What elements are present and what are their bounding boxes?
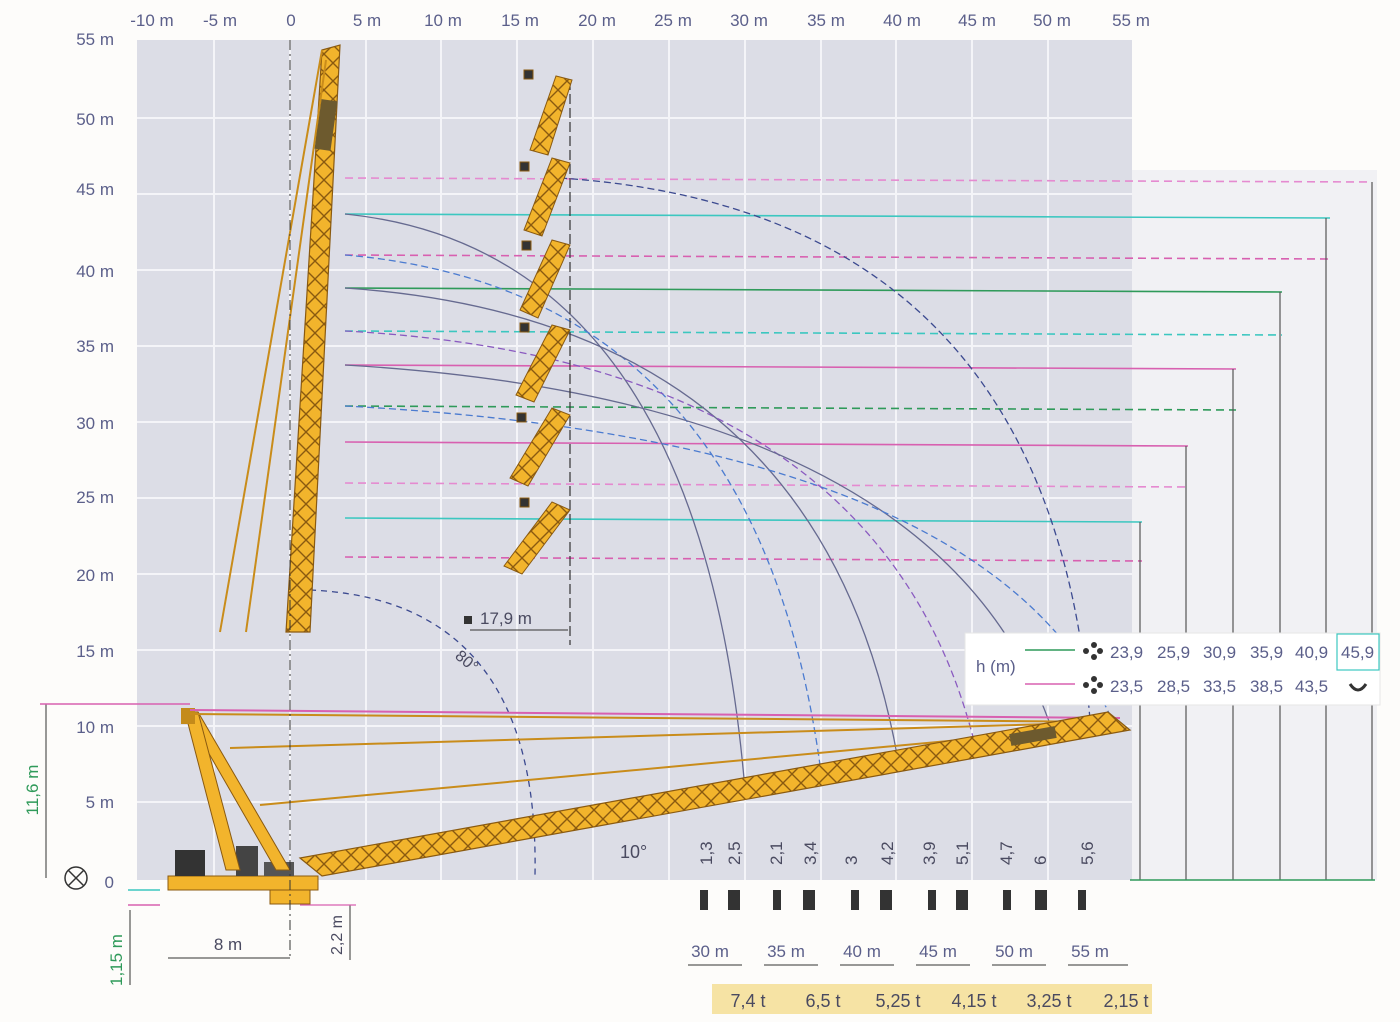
radius-label: 40 m	[843, 942, 881, 961]
radius-label: 30 m	[691, 942, 729, 961]
y-tick: 15 m	[76, 642, 114, 661]
radius-label: 35 m	[767, 942, 805, 961]
load-row: 7,4 t 6,5 t 5,25 t 4,15 t 3,25 t 2,15 t	[712, 984, 1152, 1014]
load-value: 3,25 t	[1026, 991, 1071, 1011]
height-legend: h (m) 23,9 25,9 30,9 35,9 40,9 45,9 23,5…	[964, 632, 1381, 706]
pair-value-a: 3	[842, 856, 861, 865]
load-value: 6,5 t	[805, 991, 840, 1011]
load-value: 2,15 t	[1103, 991, 1148, 1011]
y-tick: 25 m	[76, 488, 114, 507]
x-tick: -5 m	[203, 11, 237, 30]
x-tick: 0	[286, 11, 295, 30]
y-tick: 50 m	[76, 110, 114, 129]
x-tick: 5 m	[353, 11, 381, 30]
legend-bottom-value: 28,5	[1157, 677, 1190, 696]
track-width-label: 8 m	[214, 935, 242, 954]
load-value: 5,25 t	[875, 991, 920, 1011]
drop-lines	[1139, 182, 1373, 880]
x-tick: 55 m	[1112, 11, 1150, 30]
x-tick: -10 m	[130, 11, 173, 30]
pair-value-a: 2,1	[767, 841, 786, 865]
y-tick: 10 m	[76, 718, 114, 737]
boom-height-label: 11,6 m	[23, 765, 42, 816]
y-axis: 0 5 m 10 m 15 m 20 m 25 m 30 m 35 m 40 m…	[76, 30, 114, 892]
y-tick: 20 m	[76, 566, 114, 585]
x-tick: 35 m	[807, 11, 845, 30]
y-tick: 30 m	[76, 414, 114, 433]
x-tick: 15 m	[501, 11, 539, 30]
front-offset-label: 2,2 m	[329, 915, 346, 955]
legend-top-value: 23,9	[1110, 643, 1143, 662]
legend-bottom-value: 23,5	[1110, 677, 1143, 696]
y-tick: 45 m	[76, 180, 114, 199]
y-tick: 5 m	[86, 793, 114, 812]
x-tick: 50 m	[1033, 11, 1071, 30]
jib-offset-label: 17,9 m	[480, 609, 532, 628]
x-axis: -10 m -5 m 0 5 m 10 m 15 m 20 m 25 m 30 …	[130, 11, 1150, 30]
pair-value-a: 5,6	[1078, 841, 1097, 865]
y-tick: 55 m	[76, 30, 114, 49]
legend-top-value: 25,9	[1157, 643, 1190, 662]
load-value: 7,4 t	[730, 991, 765, 1011]
y-tick: 40 m	[76, 262, 114, 281]
pair-value-a: 4,7	[997, 841, 1016, 865]
jib-offset-indicator: 17,9 m	[464, 80, 571, 645]
base-dimensions: 11,6 m 1,15 m 8 m 2,2 m	[23, 703, 356, 986]
radius-label: 45 m	[919, 942, 957, 961]
legend-top-value: 45,9	[1341, 643, 1374, 662]
pair-value-b: 6	[1031, 856, 1050, 865]
pair-value-b: 4,2	[878, 841, 897, 865]
x-tick: 40 m	[883, 11, 921, 30]
x-tick: 30 m	[730, 11, 768, 30]
boom-angle-label: 10°	[620, 842, 647, 862]
pair-value-b: 5,1	[953, 841, 972, 865]
counterweight-values: 1,3 2,5 2,1 3,4 3 4,2 3,9 5,1 4,7 6 5,6	[697, 841, 1097, 865]
counterweight-icons	[700, 890, 1086, 910]
x-tick: 45 m	[958, 11, 996, 30]
x-tick: 20 m	[578, 11, 616, 30]
pair-value-a: 1,3	[697, 841, 716, 865]
legend-top-value: 30,9	[1203, 643, 1236, 662]
jib-segments	[503, 69, 573, 575]
pair-value-a: 3,9	[920, 841, 939, 865]
load-value: 4,15 t	[951, 991, 996, 1011]
h-label: h (m)	[976, 657, 1016, 676]
y-tick: 0	[105, 873, 114, 892]
pair-value-b: 3,4	[801, 841, 820, 865]
legend-top-value: 40,9	[1295, 643, 1328, 662]
x-tick: 25 m	[654, 11, 692, 30]
legend-top-value: 35,9	[1250, 643, 1283, 662]
legend-bottom-value: 38,5	[1250, 677, 1283, 696]
legend-bottom-value: 43,5	[1295, 677, 1328, 696]
x-tick: 10 m	[424, 11, 462, 30]
legend-bottom-value: 33,5	[1203, 677, 1236, 696]
radius-label: 50 m	[995, 942, 1033, 961]
pair-value-b: 2,5	[725, 841, 744, 865]
horizontal-boom	[189, 709, 1132, 877]
base-depth-label: 1,15 m	[107, 934, 126, 986]
crane-base	[167, 708, 319, 905]
y-tick: 35 m	[76, 337, 114, 356]
vertical-boom	[219, 44, 341, 633]
radius-row: 30 m 35 m 40 m 45 m 50 m 55 m	[688, 942, 1128, 966]
radius-label: 55 m	[1071, 942, 1109, 961]
